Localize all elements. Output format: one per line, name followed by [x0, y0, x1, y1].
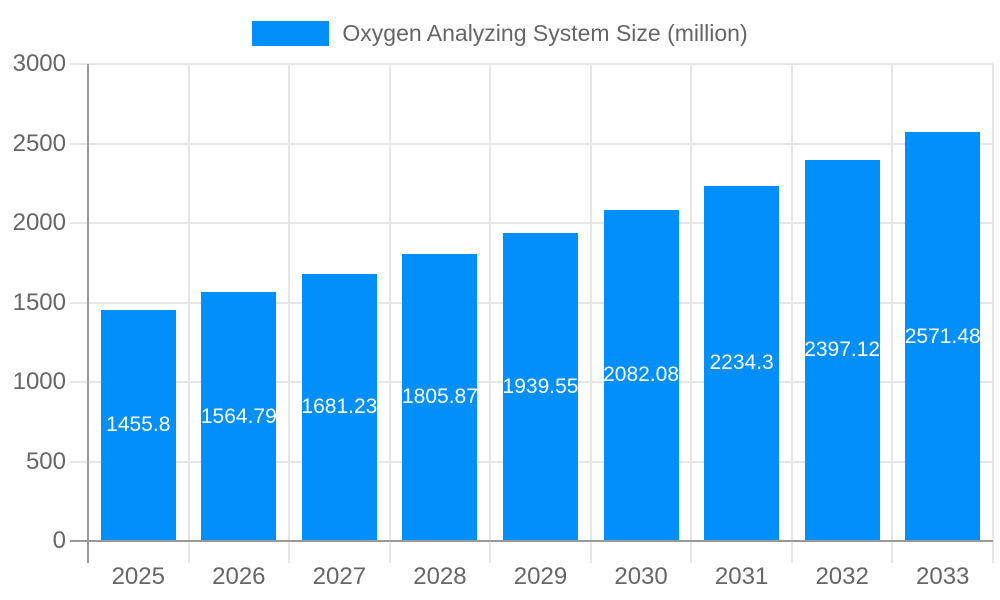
bar-value-label: 1455.8	[106, 413, 171, 437]
x-gridline	[790, 64, 793, 563]
bar-value-label: 1805.87	[402, 385, 478, 409]
bar[interactable]: 2082.08	[603, 209, 679, 541]
bar[interactable]: 1681.23	[301, 273, 377, 541]
x-axis-label: 2029	[513, 563, 568, 590]
bar[interactable]: 1939.55	[503, 232, 578, 541]
x-gridline	[690, 64, 693, 563]
x-axis-label: 2032	[815, 563, 869, 590]
x-gridline	[992, 64, 994, 563]
x-axis-label: 2033	[916, 563, 970, 590]
y-axis-label: 3000	[12, 50, 66, 77]
x-axis-label: 2025	[111, 563, 165, 590]
y-axis-label: 1500	[12, 288, 66, 316]
bar-value-label: 2234.3	[709, 351, 774, 375]
legend-item[interactable]: Oxygen Analyzing System Size (million)	[252, 20, 748, 47]
legend: Oxygen Analyzing System Size (million)	[0, 20, 1000, 47]
y-axis-label: 2000	[12, 209, 66, 236]
legend-label: Oxygen Analyzing System Size (million)	[342, 20, 748, 46]
y-gridline	[70, 222, 993, 224]
y-axis-label: 0	[52, 527, 66, 554]
bar[interactable]: 1455.8	[100, 309, 176, 541]
bar-value-label: 1564.79	[201, 404, 277, 428]
bar[interactable]: 1805.87	[402, 253, 478, 541]
x-gridline	[589, 64, 592, 563]
x-axis-label: 2027	[312, 563, 367, 590]
bar[interactable]: 1564.79	[201, 292, 277, 541]
y-axis-line	[87, 64, 89, 563]
x-gridline	[891, 64, 894, 563]
y-gridline	[70, 142, 993, 145]
x-axis-label: 2028	[413, 563, 467, 590]
x-gridline	[388, 64, 391, 563]
x-axis-baseline	[70, 540, 993, 542]
x-gridline	[187, 64, 190, 563]
x-axis-label: 2031	[714, 563, 769, 590]
y-axis-label: 500	[25, 447, 66, 475]
bar-value-label: 2571.48	[905, 324, 981, 348]
y-gridline	[70, 63, 993, 65]
x-axis-label: 2030	[614, 563, 668, 590]
bar[interactable]: 2397.12	[804, 159, 880, 541]
bar-value-label: 2082.08	[603, 363, 679, 387]
y-axis-label: 1000	[12, 368, 66, 395]
bar[interactable]: 2234.3	[704, 185, 780, 541]
x-gridline	[288, 64, 291, 563]
legend-swatch-icon	[252, 21, 330, 46]
bar-value-label: 1681.23	[301, 395, 377, 419]
x-axis-label: 2026	[212, 563, 266, 590]
bar[interactable]: 2571.48	[905, 132, 981, 541]
bar-value-label: 2397.12	[804, 338, 880, 362]
y-axis-label: 2500	[12, 129, 66, 157]
bar-value-label: 1939.55	[503, 374, 578, 398]
x-gridline	[489, 64, 492, 563]
